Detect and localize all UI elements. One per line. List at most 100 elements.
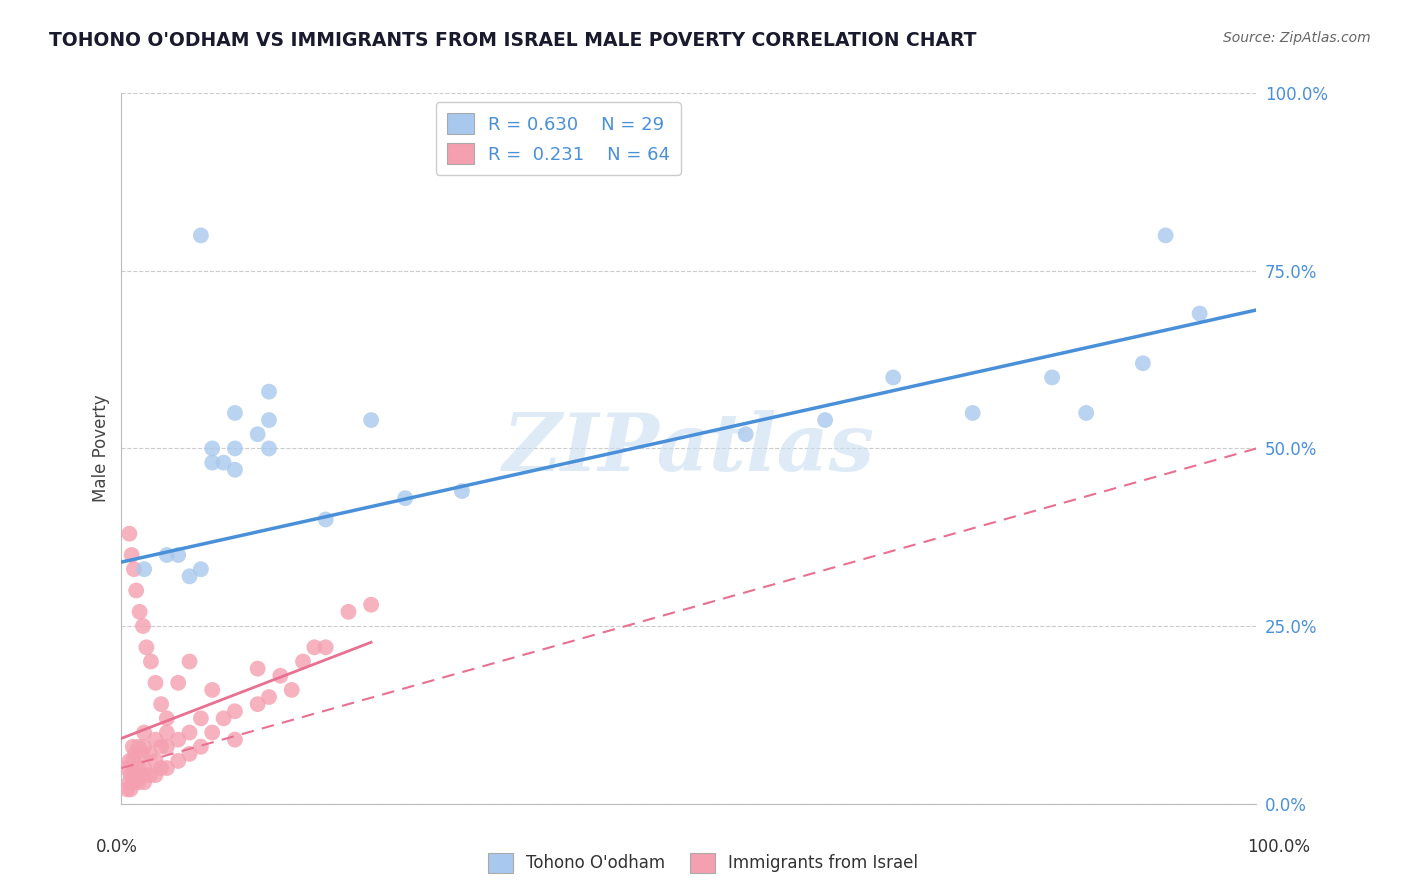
Point: [246, 662, 269, 676]
Point: [115, 761, 138, 775]
Point: [127, 775, 149, 789]
Point: [190, 711, 212, 725]
Point: [212, 456, 235, 470]
Point: [212, 711, 235, 725]
Point: [292, 655, 315, 669]
Point: [132, 619, 155, 633]
Text: TOHONO O'ODHAM VS IMMIGRANTS FROM ISRAEL MALE POVERTY CORRELATION CHART: TOHONO O'ODHAM VS IMMIGRANTS FROM ISRAEL…: [49, 31, 977, 50]
Point: [124, 747, 146, 761]
Point: [1076, 406, 1098, 420]
Point: [201, 456, 224, 470]
Point: [156, 548, 179, 562]
Point: [134, 739, 156, 754]
Legend: R = 0.630    N = 29, R =  0.231    N = 64: R = 0.630 N = 29, R = 0.231 N = 64: [436, 103, 681, 175]
Point: [167, 548, 190, 562]
Point: [269, 669, 291, 683]
Point: [394, 491, 416, 505]
Point: [167, 676, 190, 690]
Point: [179, 569, 201, 583]
Point: [135, 640, 157, 655]
Point: [134, 562, 156, 576]
Point: [139, 655, 162, 669]
Point: [337, 605, 360, 619]
Point: [124, 768, 146, 782]
Point: [224, 463, 246, 477]
Point: [127, 739, 149, 754]
Point: [121, 548, 143, 562]
Point: [156, 725, 179, 739]
Point: [134, 725, 156, 739]
Point: [156, 761, 179, 775]
Point: [246, 697, 269, 711]
Point: [145, 768, 167, 782]
Point: [118, 775, 141, 789]
Point: [304, 640, 326, 655]
Point: [1040, 370, 1063, 384]
Point: [257, 384, 280, 399]
Point: [201, 725, 224, 739]
Point: [190, 739, 212, 754]
Point: [167, 732, 190, 747]
Point: [315, 640, 337, 655]
Point: [201, 682, 224, 697]
Point: [150, 697, 173, 711]
Point: [1132, 356, 1154, 370]
Point: [118, 754, 141, 768]
Point: [257, 690, 280, 704]
Point: [179, 725, 201, 739]
Point: [145, 732, 167, 747]
Point: [139, 768, 162, 782]
Point: [224, 732, 246, 747]
Point: [224, 406, 246, 420]
Point: [115, 782, 138, 797]
Text: 0.0%: 0.0%: [96, 838, 138, 855]
Point: [190, 228, 212, 243]
Point: [280, 682, 302, 697]
Point: [224, 442, 246, 456]
Point: [882, 370, 904, 384]
Point: [814, 413, 837, 427]
Point: [179, 747, 201, 761]
Point: [134, 761, 156, 775]
Point: [224, 704, 246, 718]
Point: [120, 768, 142, 782]
Legend: Tohono O'odham, Immigrants from Israel: Tohono O'odham, Immigrants from Israel: [481, 847, 925, 880]
Point: [360, 598, 382, 612]
Text: ZIPatlas: ZIPatlas: [503, 409, 875, 487]
Point: [257, 442, 280, 456]
Point: [1188, 306, 1211, 320]
Point: [734, 427, 756, 442]
Point: [125, 583, 148, 598]
Point: [150, 739, 173, 754]
Point: [156, 739, 179, 754]
Point: [121, 739, 143, 754]
Point: [118, 526, 141, 541]
Point: [246, 427, 269, 442]
Point: [134, 775, 156, 789]
Point: [120, 782, 142, 797]
Point: [167, 754, 190, 768]
Point: [139, 747, 162, 761]
Y-axis label: Male Poverty: Male Poverty: [93, 394, 110, 502]
Point: [257, 413, 280, 427]
Point: [128, 605, 150, 619]
Point: [145, 754, 167, 768]
Point: [156, 711, 179, 725]
Point: [131, 768, 153, 782]
Point: [121, 754, 143, 768]
Point: [962, 406, 984, 420]
Point: [360, 413, 382, 427]
Text: Source: ZipAtlas.com: Source: ZipAtlas.com: [1223, 31, 1371, 45]
Point: [131, 747, 153, 761]
Point: [451, 484, 474, 499]
Point: [150, 761, 173, 775]
Text: 100.0%: 100.0%: [1247, 838, 1310, 855]
Point: [121, 775, 143, 789]
Point: [1154, 228, 1177, 243]
Point: [145, 676, 167, 690]
Point: [201, 442, 224, 456]
Point: [315, 512, 337, 526]
Point: [190, 562, 212, 576]
Point: [127, 761, 149, 775]
Point: [179, 655, 201, 669]
